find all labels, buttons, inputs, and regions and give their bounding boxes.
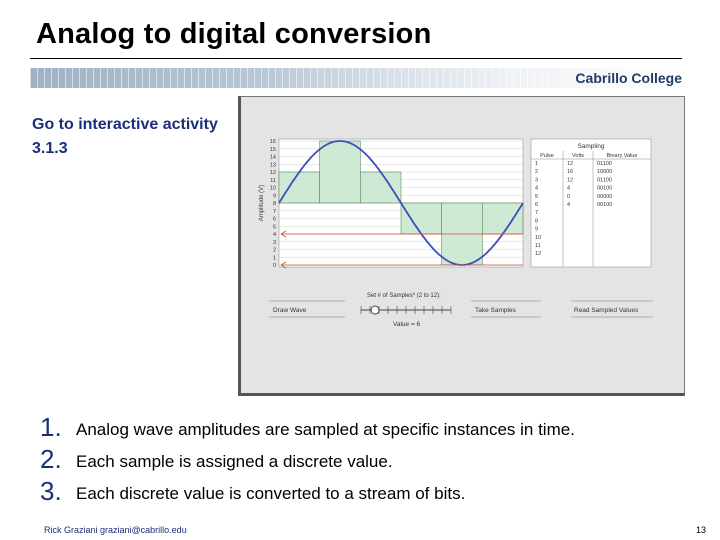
read-sampled-values-button[interactable]: Read Sampled Values bbox=[574, 307, 639, 314]
y-tick-label: 12 bbox=[270, 170, 276, 176]
take-samples-button[interactable]: Take Samples bbox=[475, 307, 517, 314]
table-cell: 4 bbox=[567, 186, 570, 192]
y-tick-label: 14 bbox=[270, 155, 276, 161]
table-cell: 12 bbox=[567, 161, 573, 167]
table-title: Sampling bbox=[577, 143, 604, 150]
table-cell: 2 bbox=[535, 169, 538, 175]
brand-stripes bbox=[30, 68, 550, 88]
level-arrows bbox=[280, 230, 523, 269]
list-number: 3. bbox=[40, 476, 62, 506]
table-cell: 4 bbox=[535, 186, 538, 192]
table-header: Pulse bbox=[540, 153, 554, 159]
sample-bar bbox=[360, 171, 402, 204]
table-cell: 0 bbox=[567, 194, 570, 200]
slide-title: Analog to digital conversion bbox=[36, 18, 432, 50]
y-tick-label: 5 bbox=[273, 224, 276, 230]
y-tick-label: 4 bbox=[273, 232, 276, 238]
applet-screenshot: 16 15 14 13 12 11 10 9 8 7 6 5 4 3 2 1 0 Amplitude (V) S… bbox=[238, 96, 685, 396]
slider-value: Value = 6 bbox=[393, 321, 421, 328]
list-number: 1. bbox=[40, 412, 62, 442]
y-tick-label: 3 bbox=[273, 240, 276, 246]
page-number: 13 bbox=[695, 525, 706, 535]
y-tick-label: 0 bbox=[273, 263, 276, 269]
y-axis-label: Amplitude (V) bbox=[259, 185, 265, 221]
table-cell: 00000 bbox=[597, 194, 612, 200]
table-cell: 6 bbox=[535, 202, 538, 208]
y-tick-label: 13 bbox=[270, 162, 276, 168]
y-tick-label: 9 bbox=[273, 193, 276, 199]
table-cell: 01100 bbox=[597, 161, 612, 167]
y-tick-label: 7 bbox=[273, 209, 276, 215]
list-number: 2. bbox=[40, 444, 62, 474]
y-tick-label: 6 bbox=[273, 217, 276, 223]
sample-bar bbox=[482, 202, 524, 235]
table-cell: 4 bbox=[567, 202, 570, 208]
y-tick-label: 1 bbox=[273, 255, 276, 261]
table-cell: 12 bbox=[535, 251, 541, 257]
table-cell: 5 bbox=[535, 194, 538, 200]
table-cell: 11 bbox=[535, 243, 541, 249]
table-cell: 10000 bbox=[597, 169, 612, 175]
sampling-table bbox=[530, 138, 652, 268]
table-cell: 10 bbox=[535, 235, 541, 241]
sample-bar bbox=[278, 171, 320, 204]
table-cell: 9 bbox=[535, 227, 538, 233]
list-item: 2. Each sample is assigned a discrete va… bbox=[40, 444, 700, 480]
y-tick-label: 8 bbox=[273, 201, 276, 207]
table-cell: 7 bbox=[535, 210, 538, 216]
college-brand: Cabrillo College bbox=[575, 70, 682, 86]
table-cell: 01100 bbox=[597, 177, 612, 183]
list-text: Analog wave amplitudes are sampled at sp… bbox=[76, 420, 575, 439]
table-cell: 00100 bbox=[597, 186, 612, 192]
list-item: 1. Analog wave amplitudes are sampled at… bbox=[40, 412, 700, 448]
table-body: Pulse Volts Binary Value 1 12 01100 2 16 10000 3 1… bbox=[531, 151, 651, 267]
slider-handle[interactable] bbox=[370, 305, 380, 315]
y-tick-label: 16 bbox=[270, 139, 276, 145]
draw-wave-button[interactable]: Draw Wave bbox=[273, 307, 307, 314]
y-tick-label: 2 bbox=[273, 248, 276, 254]
sample-bar bbox=[400, 202, 442, 235]
table-header: Volts bbox=[572, 153, 584, 159]
samples-label: Set # of Samples* (2 to 12): bbox=[367, 293, 441, 299]
table-cell: 12 bbox=[567, 177, 573, 183]
y-tick-label: 10 bbox=[270, 186, 276, 192]
y-tick-label: 11 bbox=[270, 178, 276, 184]
list-item: 3. Each discrete value is converted to a… bbox=[40, 476, 700, 512]
table-cell: 00100 bbox=[597, 202, 612, 208]
table-header: Binary Value bbox=[607, 153, 638, 159]
title-divider bbox=[30, 58, 682, 59]
footer-credit: Rick Graziani graziani@cabrillo.edu bbox=[44, 525, 187, 535]
table-cell: 16 bbox=[567, 169, 573, 175]
analog-wave bbox=[278, 140, 524, 266]
brand-bar: Cabrillo College bbox=[30, 68, 686, 88]
sample-bar bbox=[319, 140, 361, 204]
list-text: Each sample is assigned a discrete value… bbox=[76, 452, 393, 471]
y-tick-label: 15 bbox=[270, 147, 276, 153]
bullet-list: 1. Analog wave amplitudes are sampled at… bbox=[40, 412, 700, 512]
table-cell: 8 bbox=[535, 218, 538, 224]
table-cell: 1 bbox=[535, 161, 538, 167]
table-cell: 3 bbox=[535, 177, 538, 183]
list-text: Each discrete value is converted to a st… bbox=[76, 484, 466, 503]
interactive-activity-link[interactable]: Go to interactive activity 3.1.3 bbox=[32, 116, 218, 157]
